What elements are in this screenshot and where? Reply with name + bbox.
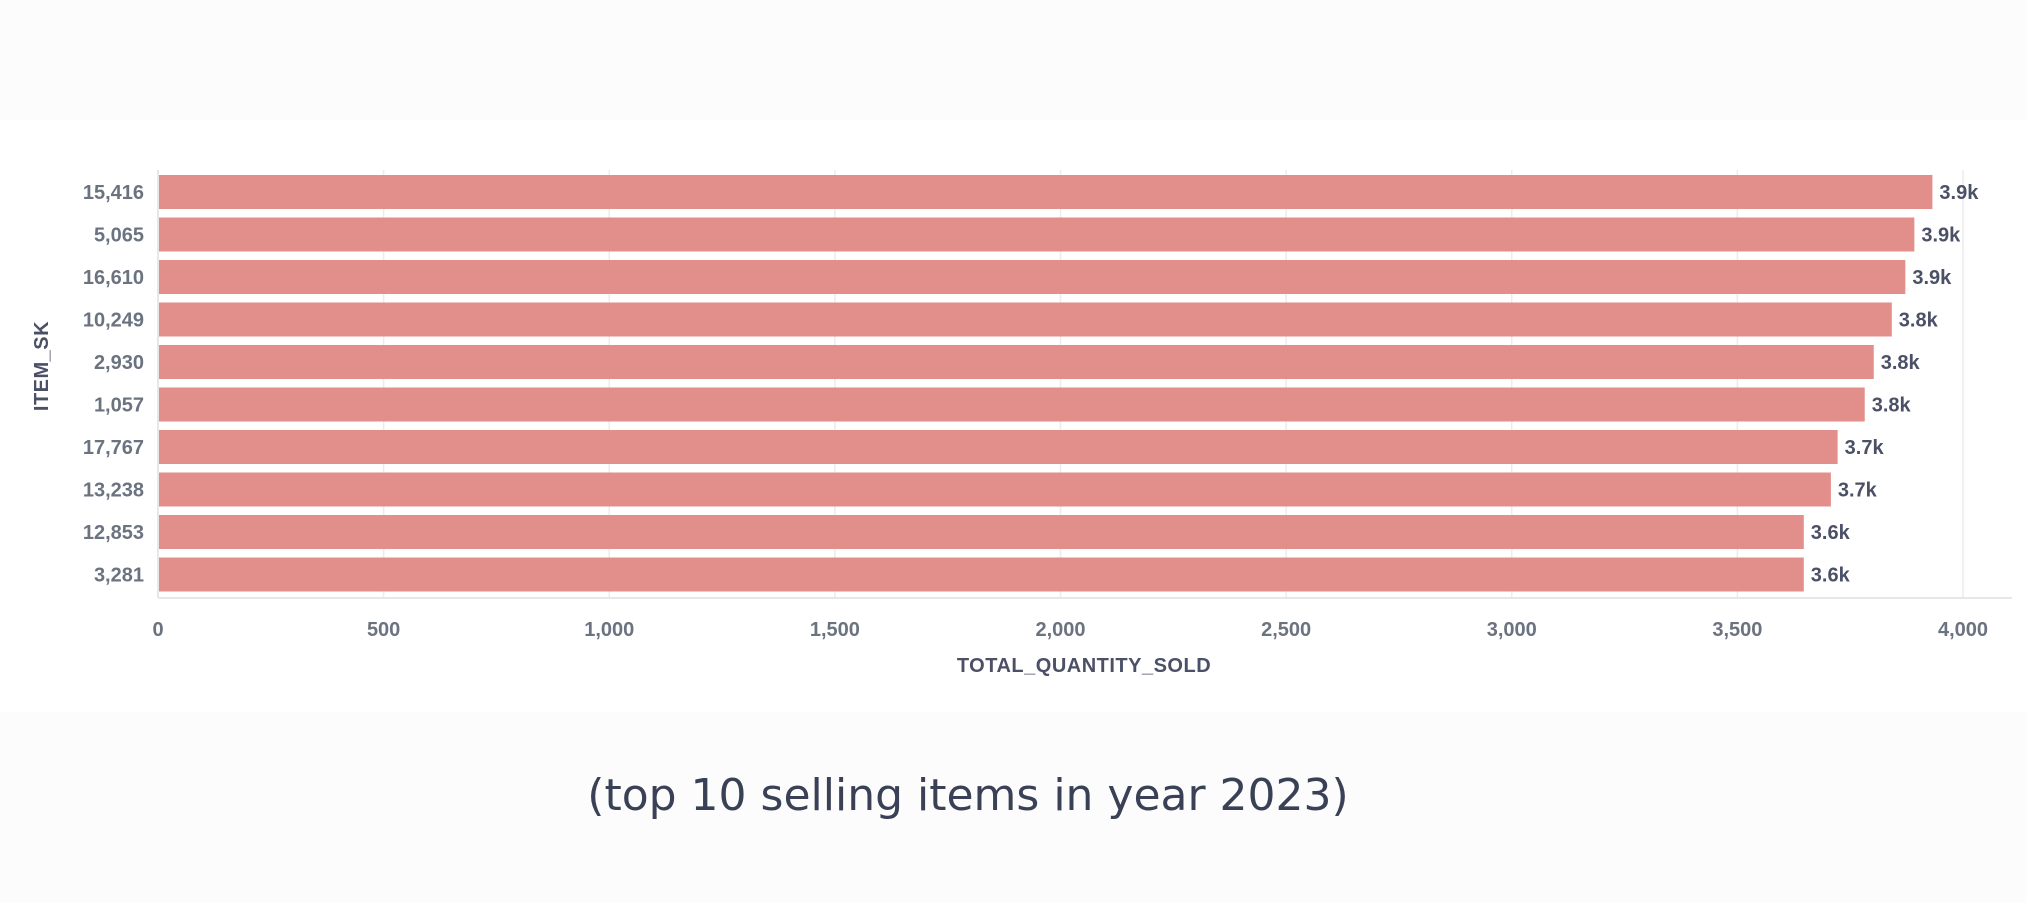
x-tick-label: 2,500 <box>1261 619 1311 641</box>
bar-value-label: 3.6k <box>1811 565 1851 587</box>
bar <box>159 472 1831 507</box>
y-tick-label: 1,057 <box>94 395 144 417</box>
y-tick-label: 15,416 <box>83 182 144 204</box>
bar <box>159 302 1892 337</box>
bar <box>159 260 1906 294</box>
y-tick-label: 13,238 <box>83 480 144 502</box>
x-tick-label: 2,000 <box>1035 619 1085 641</box>
bar <box>159 515 1804 549</box>
y-tick-label: 2,930 <box>94 352 144 374</box>
bar <box>159 430 1838 464</box>
bar-value-label: 3.7k <box>1838 480 1878 502</box>
bars <box>159 175 1933 592</box>
bar-value-label: 3.9k <box>1939 182 1979 204</box>
bar-chart: 3.9k 3.9k 3.9k 3.8k 3.8k 3.8k 3.7k 3.7k 3.6k 3.6k… <box>31 170 2012 677</box>
bar-value-label: 3.9k <box>1921 225 1961 247</box>
x-axis-title: TOTAL_QUANTITY_SOLD <box>957 655 1211 677</box>
x-tick-label: 3,500 <box>1712 619 1762 641</box>
x-tick-label: 3,000 <box>1487 619 1537 641</box>
y-tick-label: 5,065 <box>94 225 144 247</box>
bar-value-label: 3.8k <box>1899 310 1939 332</box>
value-labels: 3.9k 3.9k 3.9k 3.8k 3.8k 3.8k 3.7k 3.7k 3.6k 3.6k <box>1811 182 1979 587</box>
chart-panel: 3.9k 3.9k 3.9k 3.8k 3.8k 3.8k 3.7k 3.7k 3.6k 3.6k… <box>0 120 2026 712</box>
x-tick-label: 1,500 <box>810 619 860 641</box>
x-tick-label: 1,000 <box>584 619 634 641</box>
y-tick-label: 12,853 <box>83 522 144 544</box>
bar <box>159 345 1874 379</box>
bar <box>159 175 1933 209</box>
bar-value-label: 3.9k <box>1912 267 1952 289</box>
y-tick-label: 16,610 <box>83 267 144 289</box>
bar <box>159 557 1804 592</box>
y-tick-labels: 15,416 5,065 16,610 10,249 2,930 1,057 17,767 1… <box>83 182 144 587</box>
y-tick-label: 10,249 <box>83 310 144 332</box>
bar-value-label: 3.6k <box>1811 522 1851 544</box>
x-tick-labels: 0 500 1,000 1,500 2,000 2,500 3,000 3,500 4,000 <box>152 619 1988 641</box>
y-tick-label: 17,767 <box>83 437 144 459</box>
x-tick-label: 4,000 <box>1938 619 1988 641</box>
bar <box>159 387 1865 422</box>
bar-value-label: 3.7k <box>1845 437 1885 459</box>
bar <box>159 217 1915 252</box>
bar-value-label: 3.8k <box>1881 352 1921 374</box>
x-tick-label: 0 <box>152 619 163 641</box>
y-axis-title: ITEM_SK <box>31 321 53 411</box>
bar-value-label: 3.8k <box>1872 395 1912 417</box>
x-tick-label: 500 <box>367 619 400 641</box>
chart-caption: (top 10 selling items in year 2023) <box>587 770 1349 821</box>
y-tick-label: 3,281 <box>94 565 144 587</box>
